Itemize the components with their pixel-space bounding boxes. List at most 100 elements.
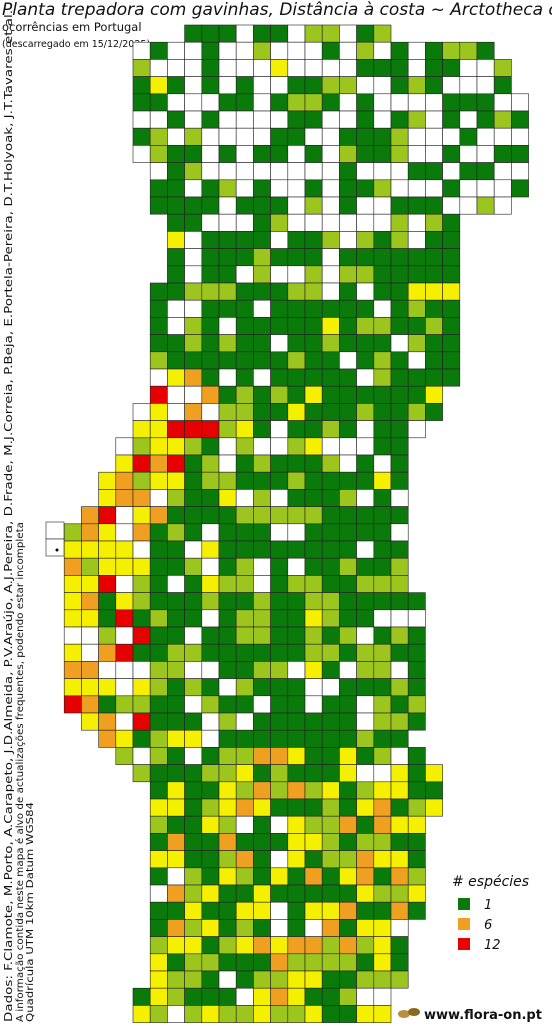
grid-cell	[390, 179, 409, 198]
grid-cell	[149, 936, 168, 955]
grid-cell	[201, 712, 220, 731]
grid-cell	[493, 76, 512, 95]
grid-cell	[253, 884, 271, 903]
grid-cell	[407, 317, 426, 335]
logo	[398, 1008, 420, 1018]
grid-cell	[304, 351, 323, 370]
grid-cell	[201, 919, 220, 937]
grid-cell	[476, 41, 495, 60]
grid-cell	[442, 110, 461, 129]
grid-cell	[390, 643, 409, 662]
grid-cell	[339, 987, 357, 1006]
grid-cell	[390, 196, 409, 215]
grid-cell	[373, 489, 392, 507]
grid-cell	[235, 781, 254, 800]
grid-cell	[235, 626, 254, 645]
grid-cell	[356, 661, 375, 679]
grid-cell	[167, 437, 185, 456]
grid-cell	[425, 76, 443, 95]
grid-cell	[132, 403, 151, 421]
grid-cell	[201, 162, 220, 181]
grid-cell	[149, 850, 168, 869]
grid-cell	[167, 145, 185, 163]
grid-cell	[184, 506, 203, 525]
grid-cell	[218, 299, 237, 318]
grid-cell	[442, 76, 461, 95]
grid-cell	[493, 179, 512, 198]
grid-cell	[115, 471, 134, 490]
grid-cell	[287, 299, 306, 318]
grid-cell	[201, 127, 220, 146]
grid-cell	[167, 919, 185, 937]
grid-cell	[304, 643, 323, 662]
grid-cell	[184, 145, 203, 163]
grid-cell	[149, 317, 168, 335]
grid-cell	[184, 833, 203, 851]
grid-cell	[149, 282, 168, 301]
grid-cell	[339, 867, 357, 886]
grid-cell	[132, 471, 151, 490]
grid-cell	[201, 196, 220, 215]
grid-cell	[184, 196, 203, 215]
grid-cell	[287, 265, 306, 284]
grid-cell	[184, 403, 203, 421]
grid-cell	[356, 334, 375, 353]
grid-cell	[304, 729, 323, 748]
grid-cell	[132, 1005, 151, 1023]
legend-swatch	[458, 938, 470, 950]
grid-cell	[407, 351, 426, 370]
grid-cell	[287, 385, 306, 404]
grid-cell	[167, 420, 185, 439]
grid-cell	[149, 76, 168, 95]
grid-cell	[98, 489, 117, 507]
grid-cell	[425, 41, 443, 60]
grid-cell	[321, 231, 340, 249]
site-url[interactable]: www.flora-on.pt	[424, 1008, 542, 1023]
grid-cell	[339, 506, 357, 525]
grid-cell	[253, 781, 271, 800]
grid-cell	[339, 489, 357, 507]
grid-cell	[459, 145, 478, 163]
grid-cell	[407, 798, 426, 817]
grid-cell	[201, 265, 220, 284]
credits-line: A informação contida neste mapa é alvo d…	[15, 522, 26, 1022]
grid-cell	[149, 970, 168, 989]
grid-cell	[167, 901, 185, 920]
grid-cell	[132, 575, 151, 593]
grid-cell	[390, 231, 409, 249]
grid-cell	[304, 24, 323, 43]
grid-cell	[356, 884, 375, 903]
grid-cell	[149, 145, 168, 163]
grid-cell	[304, 884, 323, 903]
grid-cell	[253, 1005, 271, 1023]
grid-cell	[390, 489, 409, 507]
grid-cell	[235, 127, 254, 146]
grid-cell	[149, 110, 168, 129]
grid-cell	[149, 592, 168, 611]
grid-cell	[235, 179, 254, 198]
grid-cell	[253, 540, 271, 559]
grid-cell	[253, 523, 271, 542]
grid-cell	[235, 833, 254, 851]
grid-cell	[235, 59, 254, 77]
grid-cell	[442, 162, 461, 181]
grid-cell	[321, 282, 340, 301]
grid-cell	[425, 145, 443, 163]
grid-cell	[390, 351, 409, 370]
grid-cell	[184, 334, 203, 353]
grid-cell	[459, 41, 478, 60]
grid-cell	[339, 747, 357, 765]
grid-cell	[339, 265, 357, 284]
grid-cell	[321, 661, 340, 679]
grid-cell	[235, 798, 254, 817]
grid-cell	[218, 24, 237, 43]
grid-cell	[287, 334, 306, 353]
grid-cell	[167, 351, 185, 370]
grid-cell	[304, 299, 323, 318]
grid-cell	[321, 110, 340, 129]
grid-cell	[98, 540, 117, 559]
grid-cell	[132, 643, 151, 662]
grid-cell	[132, 41, 151, 60]
grid-cell	[201, 489, 220, 507]
grid-cell	[304, 936, 323, 955]
